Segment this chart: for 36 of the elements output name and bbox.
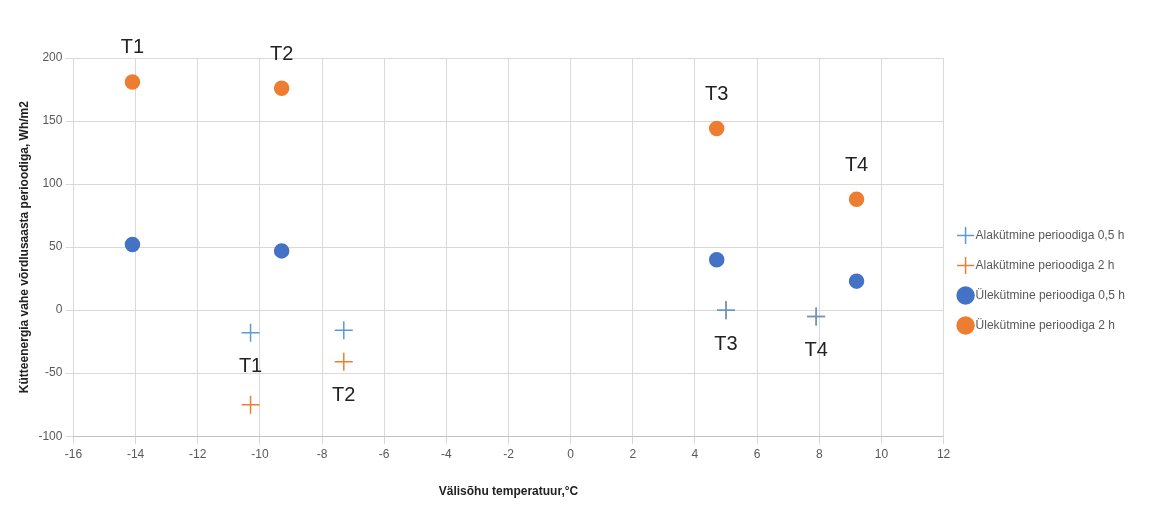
legend-label: Ülekütmine perioodiga 0,5 h (975, 287, 1126, 302)
annotation: T1 (238, 354, 263, 377)
annotation: T3 (705, 82, 729, 105)
annotation: T4 (804, 337, 828, 360)
annotation: T2 (332, 383, 356, 406)
x-tick-label: -2 (503, 446, 515, 461)
y-tick-label: 0 (55, 302, 63, 317)
legend-label: Ülekütmine perioodiga 2 h (975, 317, 1115, 332)
x-tick-label: 2 (629, 446, 637, 461)
y-axis-title: Kütteenergia vahe võrdlusaasta perioodiga, Wh/m2 (16, 100, 31, 394)
annotation: T1 (120, 35, 145, 58)
y-tick-label: 200 (42, 50, 63, 65)
x-tick-label: 12 (936, 446, 951, 461)
x-tick-label: -12 (189, 446, 207, 461)
x-tick-label: 10 (874, 446, 889, 461)
x-tick-label: -16 (64, 446, 83, 461)
x-tick-label: 8 (815, 446, 823, 461)
annotation: T3 (714, 331, 738, 354)
annotation: T4 (844, 152, 869, 175)
y-tick-label: 100 (42, 176, 63, 191)
annotation: T2 (269, 41, 294, 64)
x-tick-label: -6 (378, 446, 390, 461)
legend-label: Alakütmine perioodiga 2 h (975, 257, 1115, 272)
y-tick-label: 150 (42, 113, 63, 128)
x-tick-label: -14 (126, 446, 145, 461)
x-axis-title: Välisõhu temperatuur,°C (438, 484, 579, 499)
x-tick-label: 6 (753, 446, 761, 461)
x-tick-label: -4 (441, 446, 452, 461)
x-tick-label: -10 (251, 446, 269, 461)
x-tick-label: -8 (316, 446, 328, 461)
y-tick-label: 50 (49, 239, 63, 254)
x-tick-label: 0 (567, 446, 575, 461)
y-tick-label: -50 (45, 365, 63, 380)
y-tick-label: -100 (38, 428, 63, 443)
x-tick-label: 4 (691, 446, 699, 461)
legend-label: Alakütmine perioodiga 0,5 h (975, 227, 1125, 242)
